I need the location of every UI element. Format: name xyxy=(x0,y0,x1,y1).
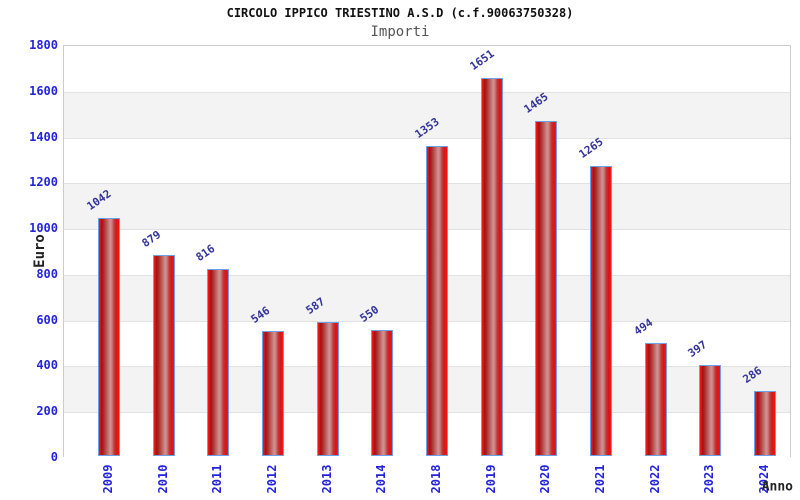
bar-2024 xyxy=(753,390,776,456)
y-tick-label: 200 xyxy=(36,404,58,419)
x-tick-label: 2010 xyxy=(155,464,170,494)
bar-2018 xyxy=(425,146,448,456)
x-tick-label: 2012 xyxy=(264,464,279,494)
y-tick-label: 1400 xyxy=(29,129,58,144)
y-tick-label: 1800 xyxy=(29,38,58,52)
x-tick-label: 2023 xyxy=(702,464,717,494)
x-tick-label: 2022 xyxy=(647,464,662,494)
x-tick-label: 2011 xyxy=(210,464,225,494)
gridline xyxy=(64,137,790,139)
bar-2011 xyxy=(207,269,230,456)
y-tick-label: 1200 xyxy=(29,175,58,190)
x-tick-label: 2018 xyxy=(428,464,443,494)
y-tick-label: 600 xyxy=(36,312,58,327)
bar-2019 xyxy=(480,78,503,456)
bar-2014 xyxy=(371,330,394,456)
y-tick-label: 1600 xyxy=(29,83,58,98)
plot-band xyxy=(64,46,790,92)
x-tick-label: 2013 xyxy=(319,464,334,494)
y-axis-title: Euro xyxy=(32,234,48,268)
x-axis-title: Anno xyxy=(761,479,793,495)
y-tick-label: 400 xyxy=(36,358,58,373)
y-tick-label: 800 xyxy=(36,266,58,281)
plot-band xyxy=(64,91,790,138)
plot-area: 1042 879 816 546 587 550 1353 1651 1465 1265 494 39… xyxy=(63,45,791,458)
bar-2010 xyxy=(152,254,175,456)
bar-2023 xyxy=(699,365,722,456)
x-tick-label: 2020 xyxy=(538,464,553,494)
x-tick-label: 2014 xyxy=(374,464,389,494)
bar-2012 xyxy=(261,331,284,456)
bar-2020 xyxy=(535,120,558,456)
x-tick-label: 2021 xyxy=(592,464,607,494)
x-tick-label: 2019 xyxy=(483,464,498,494)
bar-2021 xyxy=(589,166,612,456)
chart-subtitle: Importi xyxy=(370,24,430,40)
gridline xyxy=(64,91,790,93)
bar-2022 xyxy=(644,342,667,456)
bar-2009 xyxy=(98,217,120,456)
chart-title: CIRCOLO IPPICO TRIESTINO A.S.D (c.f.9006… xyxy=(226,6,574,20)
y-tick-label: 0 xyxy=(50,450,58,464)
x-tick-label: 2009 xyxy=(101,464,115,494)
bar-2013 xyxy=(316,321,339,456)
y-tick-label: 1000 xyxy=(29,221,58,236)
